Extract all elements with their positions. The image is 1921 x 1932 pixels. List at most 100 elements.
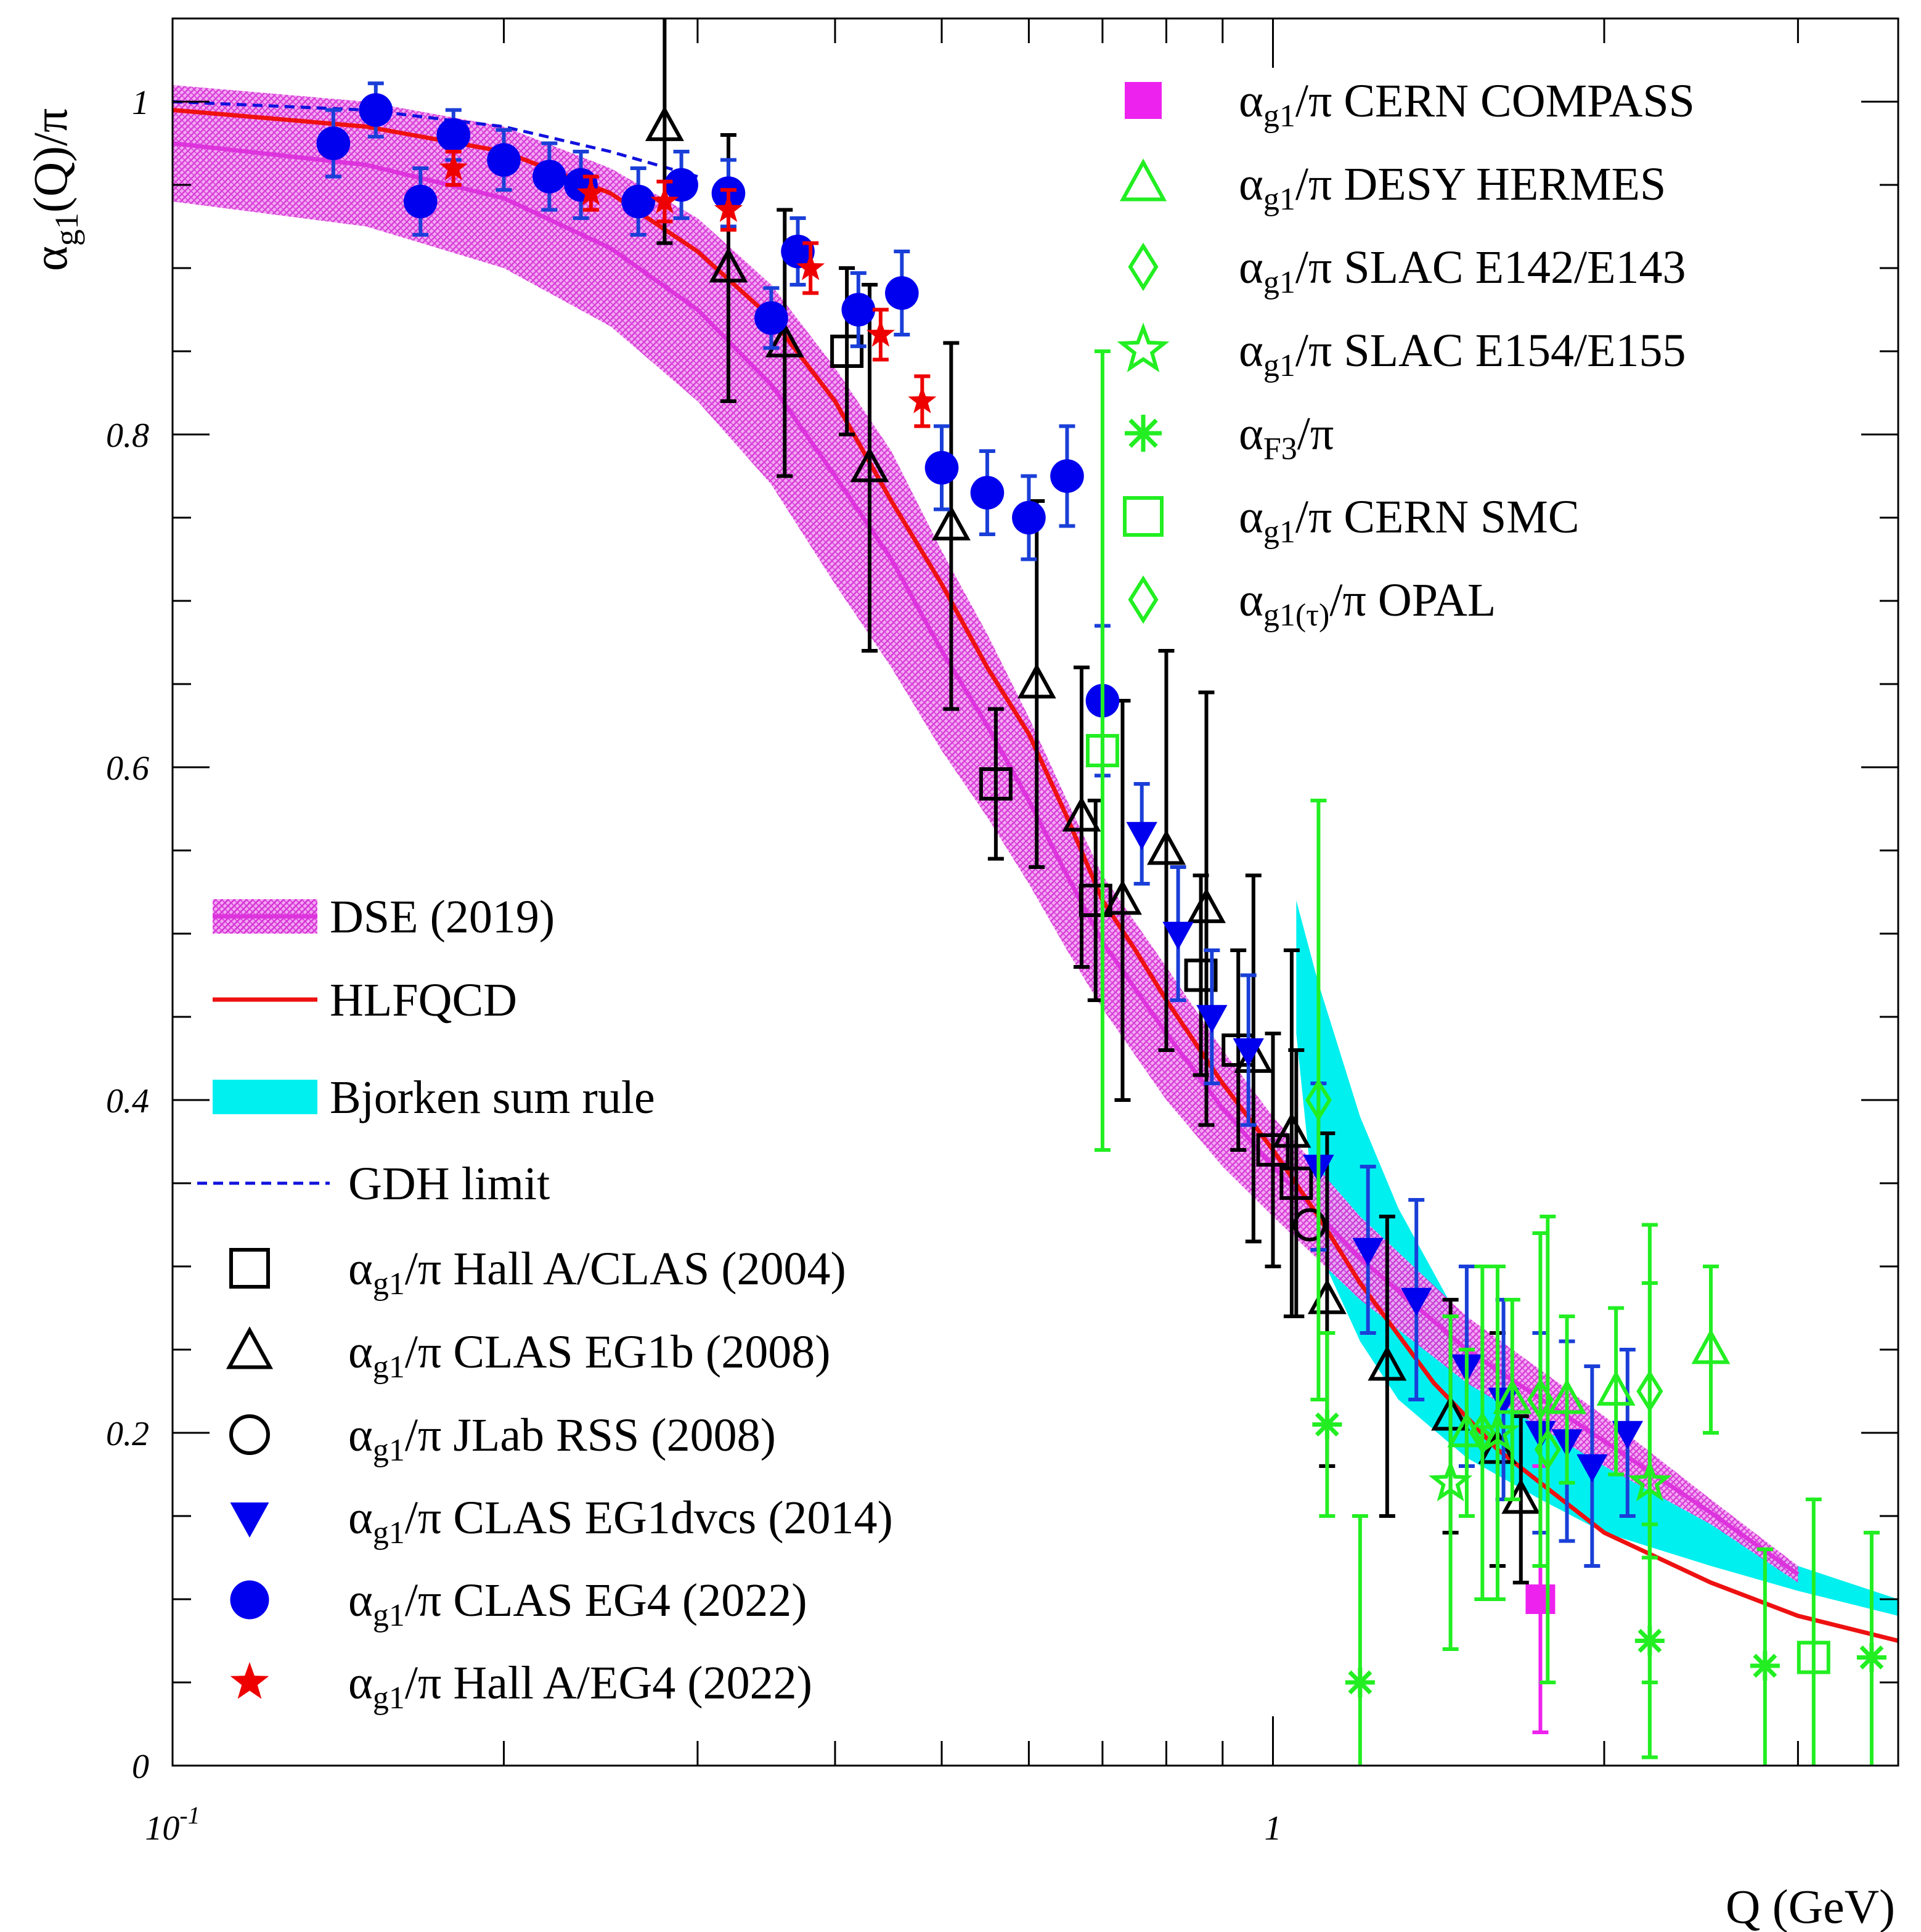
data-point: [1797, 1641, 1830, 1674]
legend-symbol-cern-smc: [1123, 496, 1164, 537]
legend-label-gdh: GDH limit: [348, 1158, 550, 1210]
data-point: [532, 160, 566, 194]
legend-item-slac-e154: αg1/π SLAC E154/E155: [1117, 322, 1686, 383]
data-point: [714, 195, 743, 222]
data-point: [1856, 1642, 1886, 1673]
data-point: [1017, 663, 1056, 699]
legend-item-jlab-rss: αg1/π JLab RSS (2008): [229, 1409, 776, 1468]
legend-symbol-clas-eg1dvcs: [230, 1502, 269, 1538]
data-point: [1352, 1237, 1384, 1266]
data-point: [1272, 1112, 1311, 1148]
data-point: [1534, 1428, 1561, 1471]
data-point: [866, 319, 895, 347]
x-axis-title: Q (GeV): [1726, 1880, 1895, 1932]
data-point: [908, 386, 937, 414]
series-5: [439, 150, 937, 428]
data-point: [1750, 1651, 1780, 1681]
legend-symbol-compass: [1125, 82, 1162, 119]
data-point: [1428, 1459, 1473, 1502]
legend-symbol-clas-eg1b: [226, 1326, 274, 1369]
data-point: [1475, 1409, 1520, 1452]
legend-label-hermes: αg1/π DESY HERMES: [1239, 158, 1666, 217]
data-point: [1187, 887, 1226, 923]
asterisk-stroke: [1348, 1670, 1372, 1695]
asterisk-stroke: [1753, 1653, 1777, 1678]
legend-symbol-jlab-rss: [229, 1414, 270, 1455]
data-point: [709, 247, 748, 283]
y-tick-label-0: 0: [132, 1748, 149, 1786]
legend-label-clas-eg4: αg1/π CLAS EG4 (2022): [348, 1575, 807, 1633]
legend-label-dse: DSE (2019): [330, 891, 555, 943]
legend-symbol-hermes: [1119, 158, 1167, 202]
data-point: [1050, 459, 1084, 493]
legend-marker: [1125, 82, 1162, 119]
legend-item-hermes: αg1/π DESY HERMES: [1119, 158, 1666, 217]
legend-label-clas-eg1b: αg1/π CLAS EG1b (2008): [348, 1326, 831, 1385]
legend-item-clas-eg1b: αg1/π CLAS EG1b (2008): [226, 1326, 831, 1385]
asterisk-stroke: [1128, 418, 1158, 448]
data-point: [1162, 921, 1194, 950]
legend-label-bjorken: Bjorken sum rule: [330, 1072, 655, 1123]
legend-item-clas-eg4: αg1/π CLAS EG4 (2022): [230, 1575, 807, 1633]
legend-marker: [229, 1248, 270, 1289]
legend-symbol-bjorken: [213, 1080, 317, 1114]
data-point: [765, 322, 804, 357]
series-4: [316, 81, 1120, 778]
y-tick-label-2: 0.4: [106, 1082, 149, 1120]
y-tick-labels: 0 0.2 0.4 0.6 0.8 1: [106, 84, 149, 1786]
asterisk-stroke: [1638, 1629, 1662, 1653]
y-tick-label-5: 1: [132, 84, 149, 122]
axis-ticks: [171, 18, 1898, 1767]
legend-label-f3: αF3/π: [1239, 408, 1334, 467]
data-point: [316, 126, 351, 160]
data-point: [841, 293, 876, 327]
legend-item-gdh: GDH limit: [197, 1158, 550, 1210]
data-point: [830, 335, 864, 368]
data-point: [1576, 1454, 1608, 1483]
legend-label-slac-e154: αg1/π SLAC E154/E155: [1239, 325, 1686, 383]
series-7: [1447, 1265, 1731, 1518]
y-tick-label-4: 0.8: [106, 417, 149, 455]
legend-marker: [1123, 496, 1164, 537]
legend-label-hall-a-eg4: αg1/π Hall A/EG4 (2022): [348, 1657, 812, 1716]
data-point: [359, 93, 393, 127]
legend-item-slac-e142: αg1/π SLAC E142/E143: [1128, 242, 1686, 300]
legend-marker: [229, 1414, 270, 1455]
legend-label-opal: αg1(τ)/π OPAL: [1239, 574, 1496, 633]
legend-marker: [1128, 575, 1159, 624]
y-axis-title: αg1(Q)/π: [23, 108, 85, 271]
bands-layer: [173, 85, 1898, 1616]
legend-item-compass: αg1/π CERN COMPASS: [1125, 75, 1695, 134]
data-point: [796, 253, 825, 280]
series-12: [1534, 1215, 1561, 1684]
data-point: [979, 767, 1013, 801]
y-tick-label-1: 0.2: [106, 1415, 149, 1453]
asterisk-stroke: [1315, 1412, 1339, 1437]
data-point: [1612, 1420, 1644, 1449]
data-point: [1293, 1208, 1327, 1242]
legend-item-dse: DSE (2019): [213, 891, 555, 943]
data-point: [1634, 1626, 1665, 1656]
data-point: [1312, 1409, 1342, 1440]
legend-item-hlfqcd: HLFQCD: [213, 974, 517, 1026]
data-point: [1305, 1078, 1332, 1122]
data-point: [1062, 796, 1101, 832]
series-0: [830, 266, 1313, 1318]
legend-marker: [226, 1326, 274, 1369]
legend-swatch: [213, 1080, 317, 1114]
data-point: [1196, 1005, 1228, 1033]
data-point: [1596, 1370, 1636, 1406]
legend-marker: [230, 1662, 269, 1699]
legend-symbol-slac-e154: [1117, 322, 1170, 373]
data-point: [1085, 734, 1119, 767]
series-11: [1085, 349, 1830, 1766]
legend-symbol-f3: [1125, 415, 1162, 452]
legend-right: αg1/π CERN COMPASS αg1/π DESY HERMES αg1…: [1117, 75, 1695, 633]
legend-marker: [1125, 415, 1162, 452]
data-point: [1146, 829, 1186, 865]
x-tick-label-0: 10-1: [145, 1801, 200, 1848]
x-tick-label-1: 1: [1264, 1809, 1281, 1848]
data-point: [754, 301, 788, 335]
